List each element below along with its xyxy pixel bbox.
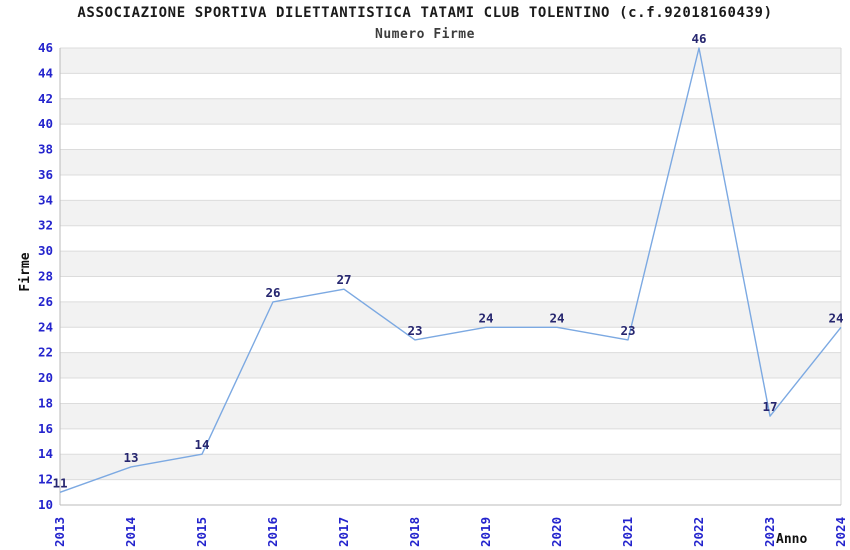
data-line (59, 47, 842, 493)
y-tick-label: 40 (38, 116, 53, 131)
x-tick-label: 2023 (762, 517, 777, 547)
y-tick-label: 20 (38, 370, 53, 385)
plot-band (60, 251, 841, 277)
data-label: 24 (478, 310, 493, 325)
y-tick-label: 38 (38, 142, 53, 157)
y-tick-label: 28 (38, 269, 53, 284)
x-tick-label: 2021 (620, 517, 635, 547)
data-label: 14 (194, 437, 209, 452)
x-tick-label: 2016 (265, 517, 280, 547)
y-tick-label: 26 (38, 294, 53, 309)
plot-band (60, 403, 841, 429)
data-label: 11 (52, 475, 67, 490)
x-axis-title: Anno (776, 532, 808, 547)
data-label: 24 (549, 310, 564, 325)
chart-title: ASSOCIAZIONE SPORTIVA DILETTANTISTICA TA… (77, 5, 773, 21)
y-tick-label: 16 (38, 421, 53, 436)
x-tick-label: 2014 (123, 517, 138, 547)
x-tick-label: 2019 (478, 517, 493, 547)
x-tick-label: 2020 (549, 517, 564, 547)
data-label: 13 (123, 450, 138, 465)
y-tick-label: 24 (38, 319, 53, 334)
data-label: 27 (336, 272, 351, 287)
y-tick-label: 42 (38, 91, 53, 106)
y-tick-label: 36 (38, 167, 53, 182)
chart-subtitle: Numero Firme (375, 27, 475, 42)
y-tick-label: 30 (38, 243, 53, 258)
plot-band (60, 301, 841, 328)
y-tick-label: 32 (38, 218, 53, 233)
x-tick-label: 2024 (833, 517, 848, 547)
x-tick-label: 2015 (194, 517, 209, 547)
y-tick-label: 18 (38, 395, 53, 410)
y-tick-label: 22 (38, 345, 53, 360)
y-tick-label: 10 (38, 497, 53, 512)
data-label: 23 (620, 323, 635, 338)
plot-band (60, 98, 841, 125)
y-tick-label: 44 (38, 65, 53, 80)
data-label: 26 (265, 285, 280, 300)
data-label: 17 (762, 399, 777, 414)
data-label: 46 (691, 31, 706, 46)
x-tick-label: 2013 (52, 517, 67, 547)
y-tick-label: 14 (38, 446, 53, 461)
y-tick-label: 34 (38, 192, 53, 207)
data-label: 24 (828, 310, 843, 325)
plot-band (60, 48, 841, 74)
plot-band (60, 352, 841, 379)
plot-band (60, 454, 841, 480)
x-tick-label: 2017 (336, 517, 351, 547)
plot-band (60, 149, 841, 175)
x-tick-label: 2022 (691, 517, 706, 547)
y-tick-label: 12 (38, 472, 53, 487)
plot-band (60, 200, 841, 226)
y-tick-label: 46 (38, 40, 53, 55)
data-label: 23 (407, 323, 422, 338)
x-tick-label: 2018 (407, 517, 422, 547)
